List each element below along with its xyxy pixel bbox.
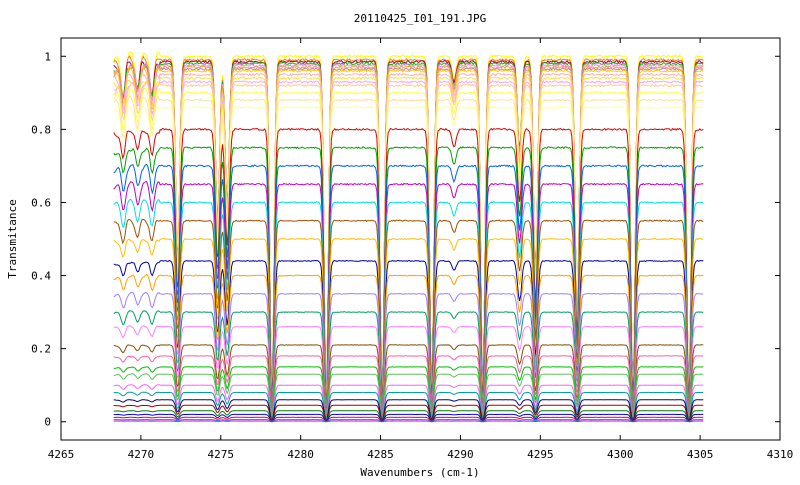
y-tick-label: 0.6	[31, 196, 51, 209]
spectrum-series-line	[113, 81, 704, 406]
y-tick-label: 1	[44, 50, 51, 63]
x-tick-label: 4265	[48, 448, 75, 461]
spectrum-series-line	[113, 399, 704, 423]
spectrum-series-line	[113, 416, 704, 423]
y-tick-label: 0.4	[31, 270, 51, 283]
spectrum-series-line	[113, 344, 704, 418]
x-tick-label: 4280	[287, 448, 314, 461]
spectrum-series-line	[113, 404, 704, 423]
spectrum-series-line	[113, 63, 704, 404]
spectrum-series-line	[113, 163, 704, 409]
spectrum-series-line	[113, 127, 704, 408]
x-axis-label: Wavenumbers (cm-1)	[360, 466, 479, 479]
spectrum-series-line	[113, 310, 704, 417]
x-tick-label: 4290	[447, 448, 474, 461]
spectrum-series-line	[113, 72, 704, 404]
spectrum-series-line	[113, 79, 704, 405]
chart-title: 20110425_I01_191.JPG	[354, 12, 486, 25]
spectrum-series-line	[113, 51, 704, 404]
x-tick-label: 4310	[767, 448, 794, 461]
spectrum-series-line	[113, 218, 704, 412]
spectrum-series-line	[113, 237, 704, 413]
spectrum-series-line	[113, 413, 704, 422]
spectrum-series-line	[113, 198, 704, 411]
x-tick-label: 4305	[687, 448, 714, 461]
y-tick-label: 0.2	[31, 343, 51, 356]
spectrum-series-line	[113, 146, 704, 408]
spectrum-series-line	[113, 291, 704, 416]
spectrum-series-line	[113, 384, 704, 422]
y-tick-label: 0	[44, 416, 51, 429]
spectrum-series-line	[113, 366, 704, 420]
spectrum-series-line	[113, 420, 704, 423]
spectrum-series-line	[113, 355, 704, 419]
spectrum-series-line	[113, 410, 704, 423]
series-layer	[113, 51, 704, 423]
x-tick-label: 4270	[128, 448, 155, 461]
spectrum-series-line	[113, 325, 704, 418]
spectrum-series-line	[113, 259, 704, 414]
spectrum-series-line	[113, 76, 704, 405]
spectrum-series-line	[113, 274, 704, 415]
y-axis: 0 0.2 0.4 0.6 0.8 1	[31, 50, 780, 429]
y-axis-label: Transmitance	[6, 199, 19, 278]
x-tick-label: 4275	[208, 448, 235, 461]
x-axis: 4265 4270 4275 4280 4285 4290 4295 4300 4305 4310	[48, 38, 794, 461]
spectrum-series-line	[113, 180, 704, 410]
spectrum-series-line	[113, 105, 704, 407]
y-tick-label: 0.8	[31, 123, 51, 136]
spectrum-series-line	[113, 87, 704, 405]
spectrum-series-line	[113, 373, 704, 421]
spectrum-series-line	[113, 95, 704, 407]
spectrum-series-line	[113, 63, 704, 405]
spectrum-series-line	[113, 65, 704, 406]
spectrum-series-line	[113, 418, 704, 423]
x-tick-label: 4300	[607, 448, 634, 461]
x-tick-label: 4285	[367, 448, 394, 461]
x-tick-label: 4295	[527, 448, 554, 461]
spectrum-series-line	[113, 391, 704, 423]
